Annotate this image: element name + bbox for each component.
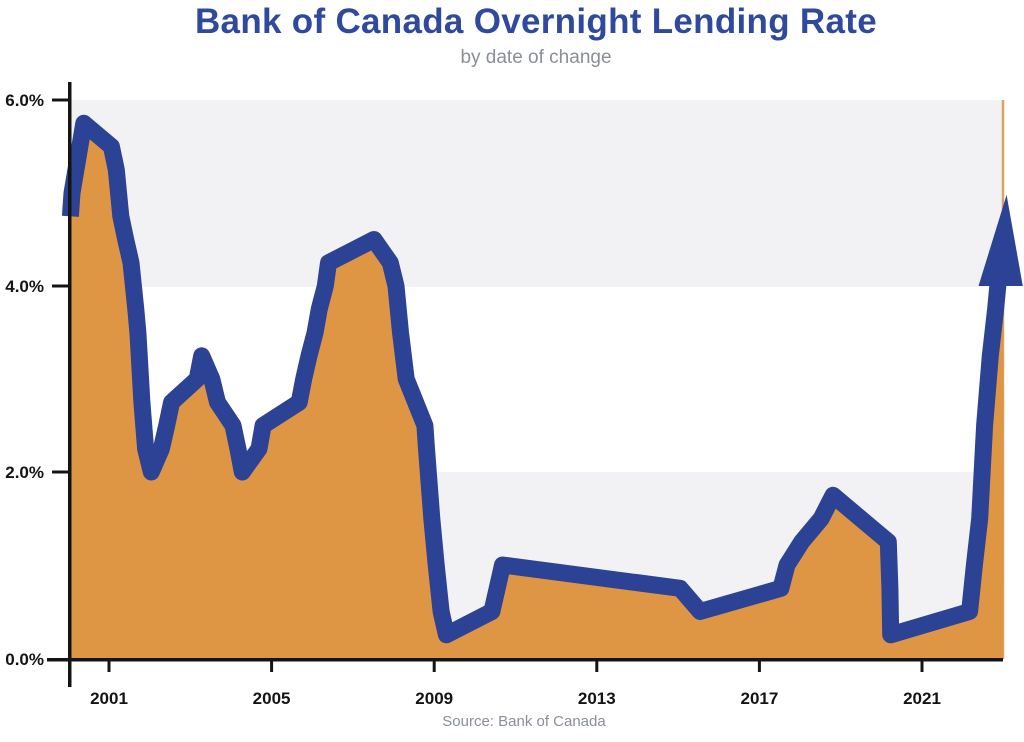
x-tick-label: 2017 [740,689,778,708]
x-tick-label: 2021 [903,689,941,708]
x-tick-label: 2013 [578,689,616,708]
x-tick [595,661,599,672]
x-tick-label: 2005 [253,689,291,708]
y-tick [52,284,69,288]
rate-line [61,114,1009,644]
y-tick-label: 2.0% [5,463,44,482]
x-axis [47,658,1003,662]
y-axis [68,82,72,687]
y-tick [52,470,69,474]
x-tick [432,661,436,672]
chart-subtitle: by date of change [460,47,612,68]
source-note: Source: Bank of Canada [442,713,606,730]
x-tick [107,661,111,672]
chart-title: Bank of Canada Overnight Lending Rate [194,2,877,41]
up-arrow-head [978,194,1023,286]
y-tick-label: 4.0% [5,277,44,296]
x-tick-label: 2009 [415,689,453,708]
area-fill [70,123,1004,660]
x-tick-label: 2001 [90,689,128,708]
x-tick [920,661,924,672]
y-tick-label: 0.0% [5,650,44,669]
x-tick [757,661,761,672]
y-tick-label: 6.0% [5,91,44,110]
y-tick [52,98,69,102]
grid-band [71,100,1003,287]
x-tick [270,661,274,672]
